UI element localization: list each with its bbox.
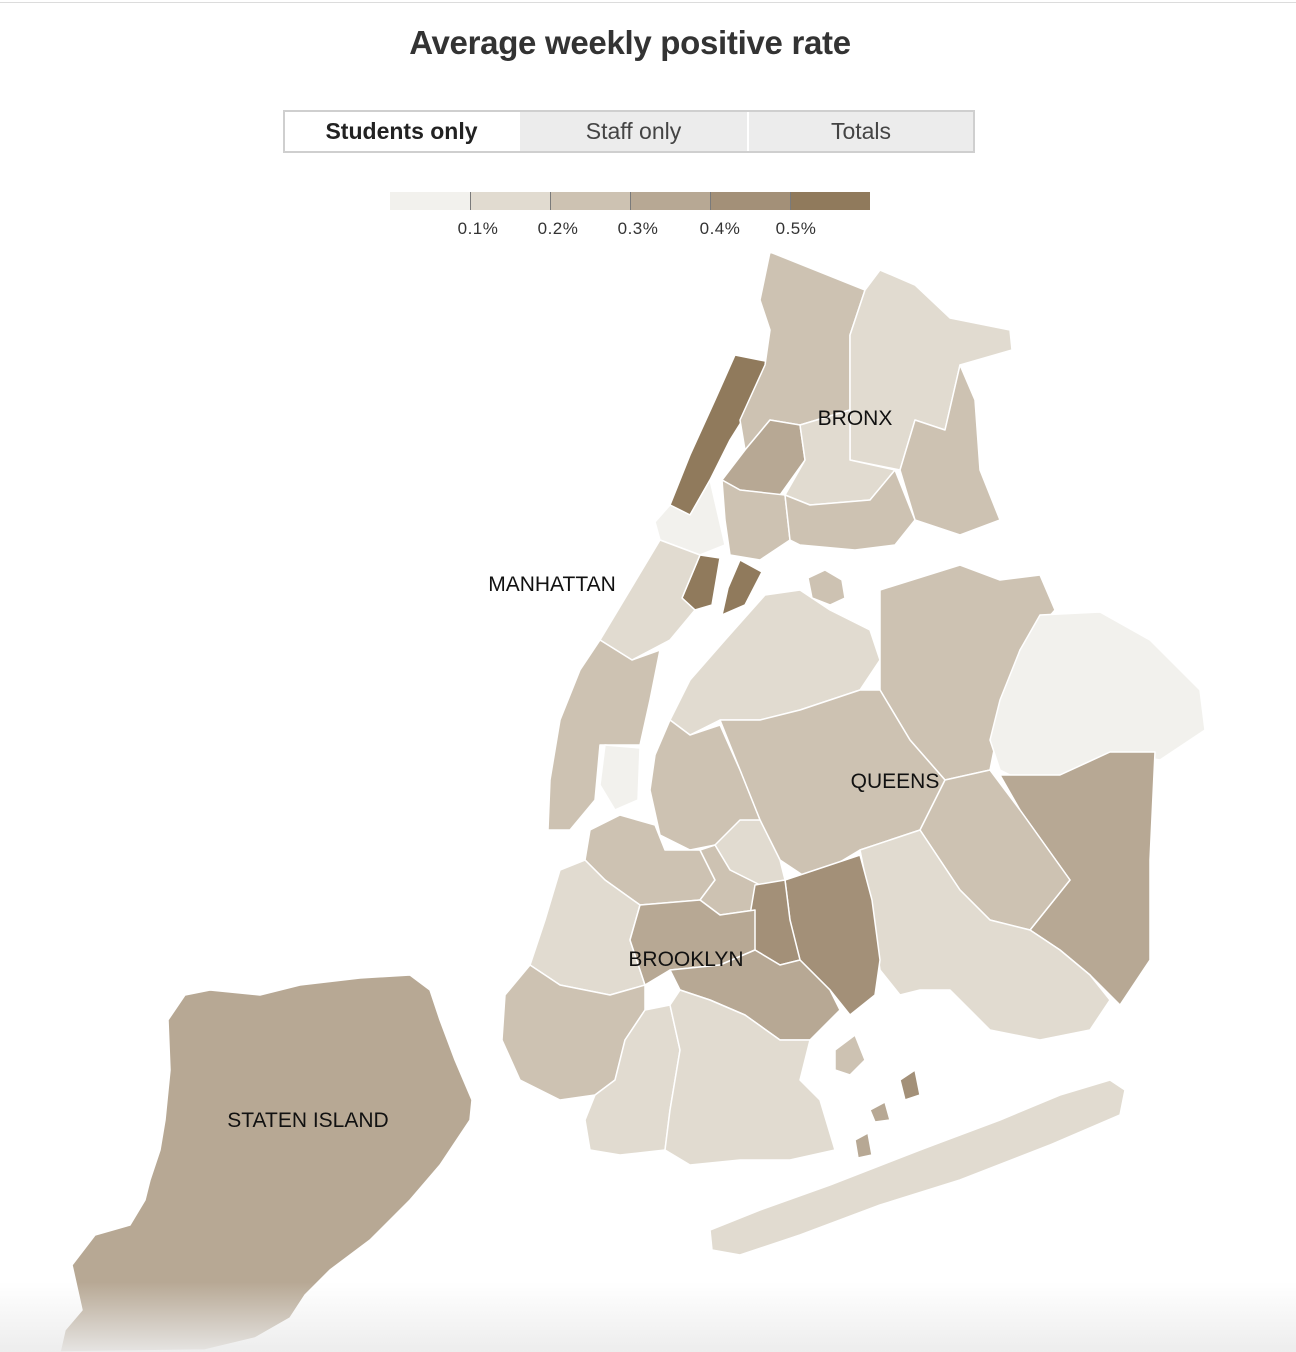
- legend-tick: [470, 192, 471, 210]
- legend-label: 0.4%: [699, 219, 741, 238]
- legend-label: 0.1%: [457, 219, 499, 238]
- island-small[interactable]: [869, 1101, 891, 1123]
- district-queens-south[interactable]: [859, 829, 1111, 1041]
- district-brooklyn-sheepshead[interactable]: [664, 989, 836, 1166]
- district-staten-island[interactable]: [59, 974, 473, 1352]
- district-bronx-east[interactable]: [899, 364, 1001, 536]
- toggle-totals[interactable]: Totals: [747, 112, 973, 151]
- borough-label-manhattan: MANHATTAN: [488, 573, 616, 596]
- district-manhattan-upper[interactable]: [599, 539, 701, 661]
- legend-tick: [710, 192, 711, 210]
- toggle-staff-only[interactable]: Staff only: [518, 112, 747, 151]
- legend-label: 0.2%: [537, 219, 579, 238]
- island-broad-channel[interactable]: [834, 1034, 866, 1076]
- legend-swatch-2: [550, 192, 630, 210]
- view-toggle: Students only Staff only Totals: [283, 110, 975, 153]
- district-brooklyn-bensonhurst[interactable]: [584, 1004, 681, 1156]
- legend-swatch-3: [630, 192, 710, 210]
- borough-label-bronx: BRONX: [818, 407, 893, 430]
- district-manhattan-inwood[interactable]: [654, 479, 726, 556]
- district-manhattan-lower-east[interactable]: [599, 744, 641, 811]
- legend-swatch-4: [710, 192, 790, 210]
- district-queens-rockaway[interactable]: [709, 1079, 1126, 1256]
- district-manhattan-midtown[interactable]: [547, 639, 661, 831]
- color-legend: 0.1% 0.2% 0.3% 0.4% 0.5%: [390, 192, 870, 240]
- district-bronx-southeast[interactable]: [784, 469, 916, 551]
- district-bronx-south[interactable]: [721, 479, 791, 561]
- legend-tick: [790, 192, 791, 210]
- legend-tick: [550, 192, 551, 210]
- island-ruffle-bar[interactable]: [854, 1132, 873, 1159]
- borough-label-queens: QUEENS: [851, 770, 940, 793]
- legend-label: 0.5%: [775, 219, 817, 238]
- legend-tick: [630, 192, 631, 210]
- legend-label: 0.3%: [617, 219, 659, 238]
- island-rikers[interactable]: [807, 569, 846, 606]
- borough-label-brooklyn: BROOKLYN: [628, 948, 743, 971]
- toggle-students-only[interactable]: Students only: [285, 112, 518, 151]
- island-jamaica-bay[interactable]: [899, 1069, 921, 1101]
- nyc-choropleth-map: BRONX MANHATTAN QUEENS BROOKLYN STATEN I…: [59, 251, 1206, 1352]
- legend-swatch-0: [390, 192, 470, 210]
- district-manhattan-harlem-b[interactable]: [721, 559, 763, 616]
- legend-swatch-5: [790, 192, 870, 210]
- top-divider: [0, 2, 1296, 3]
- legend-swatch-1: [470, 192, 550, 210]
- chart-title: Average weekly positive rate: [409, 24, 851, 61]
- borough-label-staten-island: STATEN ISLAND: [227, 1109, 388, 1132]
